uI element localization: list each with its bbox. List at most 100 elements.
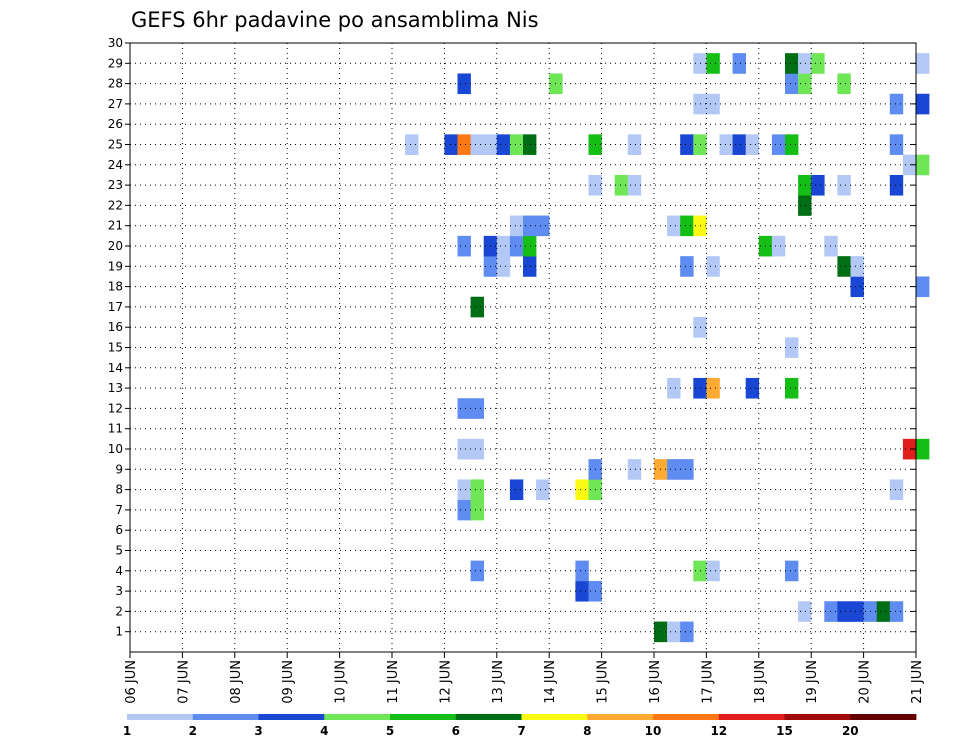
heatmap-cell [785, 73, 799, 95]
heatmap-cell [575, 580, 589, 602]
heatmap-cell [902, 154, 917, 176]
grid-lines [130, 42, 916, 652]
chart-title: GEFS 6hr padavine po ansamblima Nis [131, 8, 539, 32]
heatmap-cell [496, 134, 511, 155]
heatmap-cell [745, 377, 760, 399]
y-tick-label: 22 [108, 198, 123, 212]
heatmap-cell [719, 134, 733, 155]
heatmap-cell [523, 134, 537, 155]
heatmap-cell [706, 560, 720, 582]
heatmap-cell [732, 134, 746, 155]
x-tick-label: 14 JUN [543, 660, 558, 704]
heatmap-cell [837, 73, 851, 95]
heatmap-cell [850, 601, 864, 622]
heatmap-cell [509, 479, 524, 501]
y-tick-label: 1 [115, 625, 123, 639]
heatmap-cell [667, 459, 681, 480]
heatmap-cell [680, 256, 694, 277]
heatmap-cell [889, 601, 904, 622]
heatmap-cell [509, 235, 524, 257]
x-tick-label: 17 JUN [700, 660, 715, 704]
heatmap-cell [902, 438, 917, 460]
heatmap-cell [680, 621, 694, 643]
x-tick-label: 13 JUN [491, 660, 506, 704]
heatmap-cell [457, 499, 471, 521]
heatmap-cell [798, 195, 812, 216]
heatmap-cell [798, 73, 812, 95]
legend-label: 20 [842, 724, 859, 738]
x-tick-label: 16 JUN [648, 660, 663, 704]
legend-label: 15 [776, 724, 793, 738]
y-tick-label: 4 [115, 564, 123, 578]
y-tick-label: 17 [108, 300, 123, 314]
y-tick-label: 5 [115, 544, 123, 558]
heatmap-cell [889, 174, 904, 196]
heatmap-cell [470, 398, 484, 419]
heatmap-cell [732, 53, 746, 74]
y-tick-label: 25 [108, 138, 123, 152]
heatmap-cell [916, 53, 930, 74]
color-legend: 1 2 3 4 5 6 7 8 10 12 15 20 [123, 714, 917, 738]
heatmap-cell [916, 438, 930, 460]
heatmap-cell [627, 134, 642, 155]
legend-swatch [390, 714, 457, 720]
heatmap-cell [523, 256, 537, 277]
legend-swatch [521, 714, 588, 720]
legend-label: 1 [123, 724, 131, 738]
heatmap-cell [680, 459, 694, 480]
heatmap-cell [470, 499, 484, 521]
heatmap-cell [509, 215, 524, 237]
legend-swatch [192, 714, 259, 720]
heatmap-cell [627, 459, 642, 480]
heatmap-cell [405, 134, 419, 155]
heatmap-cell [785, 53, 799, 74]
heatmap-cell [523, 235, 537, 257]
heatmap-cell [457, 235, 471, 257]
heatmap-cell [680, 134, 694, 155]
y-tick-label: 15 [108, 341, 123, 355]
heatmap-cell [470, 296, 484, 318]
heatmap-cell [850, 276, 864, 298]
y-tick-label: 12 [108, 401, 123, 415]
heatmap-cell [470, 134, 484, 155]
legend-label: 10 [645, 724, 662, 738]
y-tick-label: 11 [108, 422, 123, 436]
y-tick-label: 27 [108, 97, 123, 111]
heatmap-cell [811, 53, 825, 74]
x-axis: 06 JUN 07 JUN 08 JUN 09 JUN 10 JUN 11 JUN 12 J… [124, 652, 925, 704]
heatmap-cell [785, 337, 799, 358]
x-tick-label: 08 JUN [229, 660, 244, 704]
heatmap-cell [798, 174, 812, 196]
heatmap-cell [889, 479, 904, 501]
heatmap-cell [496, 235, 511, 257]
y-tick-label: 8 [115, 483, 123, 497]
heatmap-cell [785, 560, 799, 582]
y-tick-label: 30 [108, 36, 123, 50]
heatmap-cell [627, 174, 642, 196]
y-tick-label: 24 [108, 158, 123, 172]
heatmap-cell [457, 479, 471, 501]
heatmap-cell [876, 601, 891, 622]
y-tick-label: 19 [108, 259, 123, 273]
y-tick-label: 28 [108, 77, 123, 91]
x-tick-label: 20 JUN [858, 660, 873, 704]
heatmap-cell [850, 256, 864, 277]
legend-label: 4 [320, 724, 328, 738]
y-tick-label: 21 [108, 219, 123, 233]
x-tick-label: 11 JUN [386, 660, 401, 704]
x-tick-label: 21 JUN [910, 660, 925, 704]
legend-label: 5 [386, 724, 394, 738]
heatmap-cell [575, 479, 589, 501]
y-tick-label: 23 [108, 178, 123, 192]
y-tick-label: 13 [108, 381, 123, 395]
heatmap-cell [470, 438, 484, 460]
legend-label: 7 [517, 724, 525, 738]
heatmap-cell [785, 134, 799, 155]
heatmap-cell [798, 601, 812, 622]
legend-swatch [455, 714, 522, 720]
heatmap-cell [837, 174, 851, 196]
heatmap-cell [785, 377, 799, 399]
heatmap-cell [536, 479, 550, 501]
heatmap-cell [706, 377, 720, 399]
